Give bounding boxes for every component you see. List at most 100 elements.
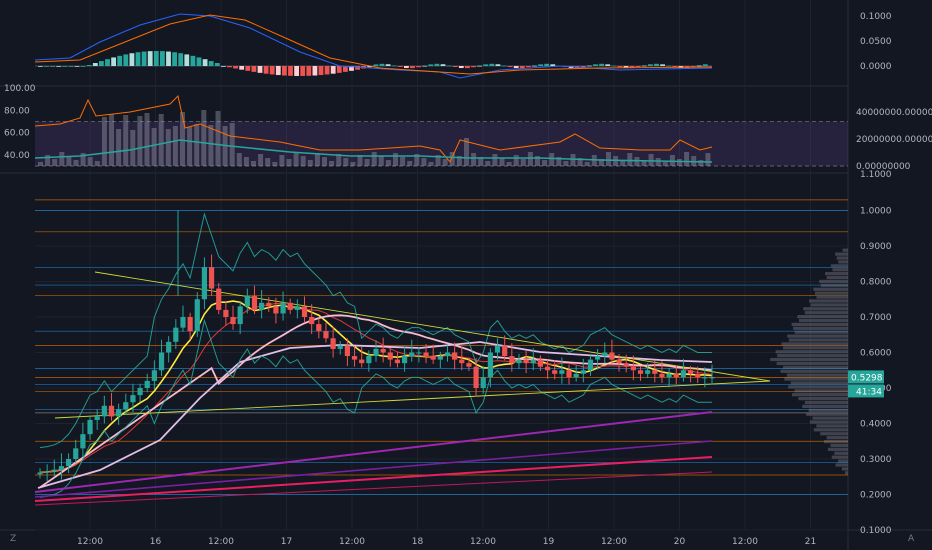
macd-histogram-bar (330, 66, 336, 74)
candle-body (380, 348, 386, 353)
volume-bar (428, 162, 434, 166)
candle-body (516, 359, 522, 364)
volume-profile-bar (798, 397, 848, 401)
trendline-upper (94, 271, 771, 382)
macd-histogram-bar (617, 66, 623, 68)
volume-profile-bar (830, 443, 848, 448)
price-tick-label: 0.4000 (860, 420, 892, 430)
candle-body (344, 345, 351, 357)
macd-histogram-bar (263, 66, 269, 74)
macd-pane[interactable] (34, 13, 713, 79)
candle-body (73, 448, 79, 459)
volume-bar (322, 157, 327, 166)
candle-body (566, 370, 572, 378)
macd-histogram-bar (404, 66, 409, 69)
volume-profile-bar (775, 350, 848, 354)
candle-body (630, 366, 636, 371)
volume-bar (336, 154, 342, 166)
macd-histogram-bar (160, 51, 165, 66)
macd-histogram-bar (80, 66, 86, 67)
volume-profile-bar (781, 342, 848, 346)
trendline-lower (54, 380, 771, 419)
volume-profile-bar (788, 385, 848, 389)
macd-histogram-bar (495, 64, 501, 66)
candle-body (695, 373, 701, 378)
auto-scale-button[interactable]: A (908, 534, 915, 544)
volume-bar (549, 153, 555, 166)
volume-profile-bar (797, 315, 848, 319)
candle-body (309, 317, 315, 325)
x-tick-label: 12:00 (601, 537, 627, 547)
volume-bar (187, 127, 193, 166)
macd-histogram-bar (172, 52, 177, 66)
macd-histogram-bar (190, 55, 196, 66)
candle-body (559, 370, 565, 374)
macd-histogram-bar (434, 63, 440, 66)
volume-bar (684, 152, 690, 166)
volume-profile-bar (841, 467, 848, 471)
macd-histogram-bar (446, 65, 452, 67)
volume-profile (770, 248, 848, 475)
macd-histogram-bar (458, 66, 464, 69)
macd-histogram-bar (275, 66, 281, 76)
volume-bar (570, 154, 576, 166)
volume-bar (641, 161, 647, 166)
volume-bar (414, 154, 420, 166)
rsi-pane[interactable] (34, 94, 848, 167)
macd-histogram-bar (324, 66, 330, 75)
volume-bar (59, 152, 65, 166)
rsi-tick-label: 60.00 (4, 129, 30, 139)
macd-histogram-bar (611, 65, 617, 67)
macd-histogram-bar (580, 66, 586, 68)
macd-histogram-bar (202, 59, 208, 66)
volume-bar (421, 158, 427, 166)
volume-bar (535, 156, 540, 166)
volume-profile-bar (842, 248, 848, 252)
macd-histogram-bar (599, 63, 604, 66)
volume-bar (435, 155, 441, 166)
volume-bar (172, 126, 178, 166)
volume-bar (66, 156, 72, 166)
x-tick-label: 16 (150, 537, 162, 547)
volume-bar (371, 152, 377, 166)
macd-histogram-bar (62, 66, 68, 67)
auto-scale-left-button[interactable]: Z (10, 534, 17, 544)
candle-body (401, 356, 408, 364)
macd-histogram-bar (397, 66, 403, 67)
volume-bar (655, 158, 661, 166)
volume-bar (385, 160, 391, 166)
macd-histogram-bar (294, 66, 299, 76)
volume-profile-bar (777, 354, 848, 358)
volume-profile-bar (812, 416, 848, 420)
volume-bar (584, 162, 590, 166)
macd-histogram-bar (221, 66, 226, 67)
macd-histogram-bar (489, 63, 495, 66)
volume-bar (286, 159, 292, 166)
macd-histogram-bar (440, 64, 446, 66)
candle-body (151, 370, 157, 381)
candle-body (602, 352, 608, 357)
candle-body (494, 345, 501, 353)
macd-histogram-bar (245, 66, 251, 71)
volume-profile-bar (776, 361, 848, 366)
volume-bar (400, 157, 406, 166)
candle-body (223, 309, 229, 317)
macd-histogram-bar (702, 64, 708, 66)
volume-bar (357, 155, 363, 166)
volume-profile-bar (825, 272, 848, 276)
candle-body (544, 366, 551, 371)
candle-body (244, 295, 250, 307)
candle-body (409, 352, 415, 357)
volume-bar (180, 112, 185, 166)
volume-bar (109, 114, 114, 166)
candle-body (444, 352, 451, 357)
volume-profile-bar (813, 287, 848, 291)
countdown-badge (848, 384, 884, 398)
volume-profile-bar (784, 377, 848, 381)
x-tick-label: 12:00 (470, 537, 496, 547)
volume-profile-bar (791, 322, 848, 327)
macd-histogram-bar (233, 66, 238, 69)
volume-bar (393, 153, 398, 166)
candlestick-series[interactable] (37, 210, 715, 482)
